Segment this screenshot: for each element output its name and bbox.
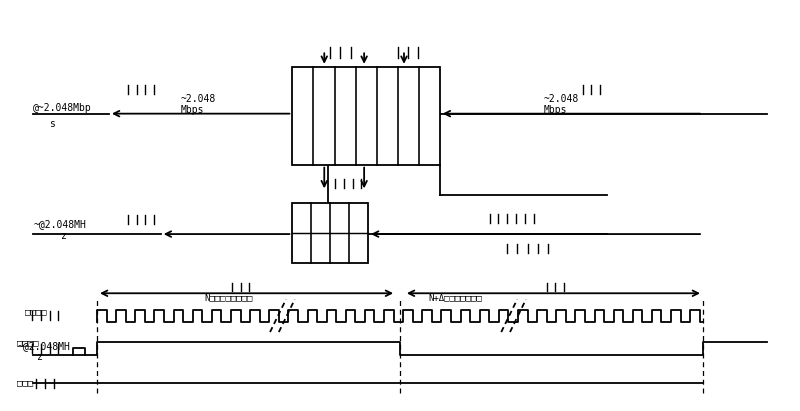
Text: ~@2.048MH: ~@2.048MH <box>18 342 70 351</box>
Text: ~2.048: ~2.048 <box>543 95 578 104</box>
Text: z: z <box>61 231 67 241</box>
Text: z: z <box>38 351 43 362</box>
Text: s: s <box>50 119 55 129</box>
Bar <box>292 67 440 165</box>
Text: N□□□□□□□□: N□□□□□□□□ <box>205 293 253 302</box>
Text: □□□: □□□ <box>18 379 34 388</box>
Bar <box>292 203 368 263</box>
Text: @~2.048Mbp: @~2.048Mbp <box>34 102 92 113</box>
Text: Mbps: Mbps <box>181 104 204 115</box>
Text: Mbps: Mbps <box>543 104 567 115</box>
Text: N+Δ□□□□□□□: N+Δ□□□□□□□ <box>428 293 482 302</box>
Text: □□□□: □□□□ <box>26 307 47 316</box>
Text: ~@2.048MH: ~@2.048MH <box>34 219 86 229</box>
Text: □□□□: □□□□ <box>18 339 39 348</box>
Text: ~2.048: ~2.048 <box>181 95 216 104</box>
